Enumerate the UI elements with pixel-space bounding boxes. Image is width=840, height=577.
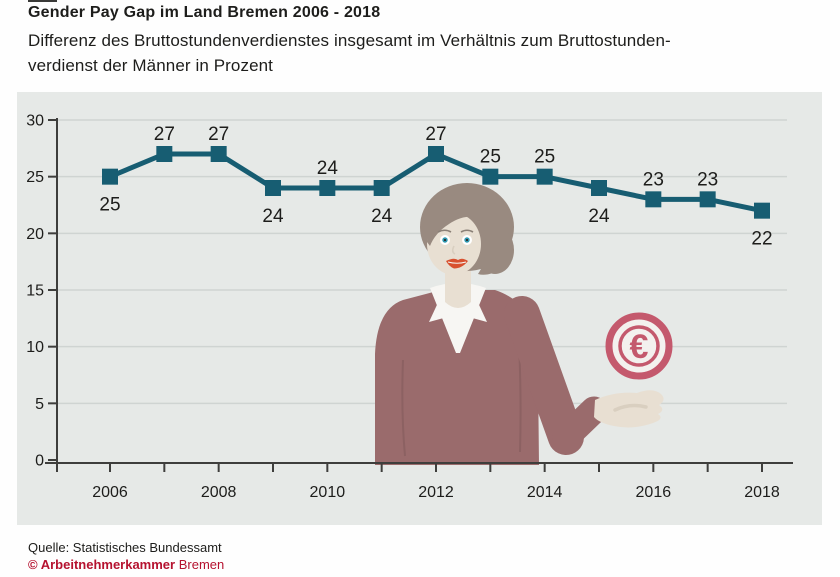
x-axis-tick-label: 2012 bbox=[418, 484, 454, 501]
source-text: Quelle: Statistisches Bundessamt bbox=[28, 540, 222, 555]
y-axis-tick-label: 20 bbox=[26, 226, 44, 243]
forearm bbox=[552, 396, 608, 451]
data-point-label: 23 bbox=[643, 169, 664, 190]
page-title: Gender Pay Gap im Land Bremen 2006 - 201… bbox=[28, 4, 381, 21]
chart-panel: € 0 5 10 15 20 25 30 2006 2008 2010 2012 2014 2016 20… bbox=[17, 92, 822, 525]
data-point-label: 24 bbox=[262, 206, 284, 227]
data-point-label: 24 bbox=[317, 158, 339, 179]
copyright-line: © Arbeitnehmerkammer Bremen bbox=[28, 556, 224, 573]
upper-arm bbox=[504, 296, 584, 455]
chart-layer: 0 5 10 15 20 25 30 2006 2008 2010 2012 2014 2016 2018… bbox=[26, 113, 793, 501]
x-axis-tick-label: 2018 bbox=[744, 484, 780, 501]
nose bbox=[451, 245, 456, 255]
data-point-label: 24 bbox=[588, 206, 610, 227]
y-axis-tick-label: 30 bbox=[26, 113, 44, 130]
data-point-marker bbox=[645, 191, 662, 208]
y-axis-tick-label: 25 bbox=[26, 169, 44, 186]
data-point-marker bbox=[102, 168, 118, 185]
y-axis-tick-label: 10 bbox=[26, 339, 44, 356]
open-hand bbox=[594, 390, 664, 428]
chart-subtitle: Differenz des Bruttostundenverdienstes i… bbox=[28, 28, 818, 78]
top-edge-artifact bbox=[28, 0, 57, 2]
woman-sweater bbox=[375, 290, 539, 465]
chart-header: Gender Pay Gap im Land Bremen 2006 - 201… bbox=[28, 2, 818, 78]
data-point-marker bbox=[482, 168, 499, 185]
data-point-label: 25 bbox=[99, 195, 120, 216]
coin-inner-ring bbox=[618, 325, 660, 367]
euro-coin-icon: € bbox=[605, 312, 673, 380]
chart-svg: € 0 5 10 15 20 25 30 2006 2008 2010 2012 2014 2016 20… bbox=[26, 113, 793, 501]
chart-footer: Quelle: Statistisches Bundessamt © Arbei… bbox=[28, 539, 224, 573]
y-axis-tick-label: 0 bbox=[35, 453, 44, 470]
figure-woman: € bbox=[375, 183, 673, 465]
left-eye-pupil bbox=[443, 238, 447, 242]
data-point-label: 23 bbox=[697, 169, 718, 190]
data-point-marker bbox=[373, 180, 390, 196]
subtitle-line-1: Differenz des Bruttostundenverdienstes i… bbox=[28, 31, 671, 50]
x-axis-tick-label: 2016 bbox=[636, 484, 672, 501]
subtitle-line-2: verdienst der Männer in Prozent bbox=[28, 56, 274, 75]
y-axis-tick-label: 5 bbox=[35, 396, 44, 413]
copyright-org: © Arbeitnehmerkammer bbox=[28, 557, 176, 572]
collar-flap-left bbox=[429, 294, 451, 322]
data-point-label: 22 bbox=[751, 229, 772, 250]
data-point-marker bbox=[264, 180, 281, 196]
data-point-marker bbox=[536, 168, 553, 185]
data-point-marker bbox=[210, 146, 227, 162]
coin-outer-ring bbox=[605, 312, 673, 380]
data-point-marker bbox=[590, 180, 607, 196]
hair-right-lock bbox=[474, 200, 508, 275]
x-axis-tick-label: 2010 bbox=[310, 484, 346, 501]
collar-flap-right bbox=[465, 294, 487, 322]
data-point-marker bbox=[319, 180, 336, 196]
data-point-marker bbox=[753, 202, 770, 219]
x-axis-tick-label: 2006 bbox=[92, 484, 128, 501]
data-point-marker bbox=[699, 191, 716, 208]
data-point-label: 25 bbox=[480, 147, 501, 168]
y-axis-tick-label: 15 bbox=[26, 283, 44, 300]
data-point-marker bbox=[427, 146, 444, 162]
right-eyebrow bbox=[460, 229, 474, 233]
x-axis-tick-label: 2008 bbox=[201, 484, 237, 501]
data-point-label: 27 bbox=[154, 124, 175, 145]
right-eye-pupil bbox=[465, 238, 469, 242]
x-axis-tick-label: 2014 bbox=[527, 484, 563, 501]
data-point-label: 25 bbox=[534, 147, 555, 168]
data-point-label: 27 bbox=[208, 124, 229, 145]
coin-euro-symbol: € bbox=[630, 328, 649, 366]
copyright-city: Bremen bbox=[178, 557, 225, 572]
left-eyebrow bbox=[437, 229, 452, 233]
data-point-label: 27 bbox=[425, 124, 446, 145]
data-point-marker bbox=[156, 146, 173, 162]
sweater-fold-left bbox=[401, 359, 406, 457]
data-point-label: 24 bbox=[371, 206, 393, 227]
palm-crease bbox=[613, 403, 648, 412]
mouth-gap bbox=[447, 261, 467, 264]
